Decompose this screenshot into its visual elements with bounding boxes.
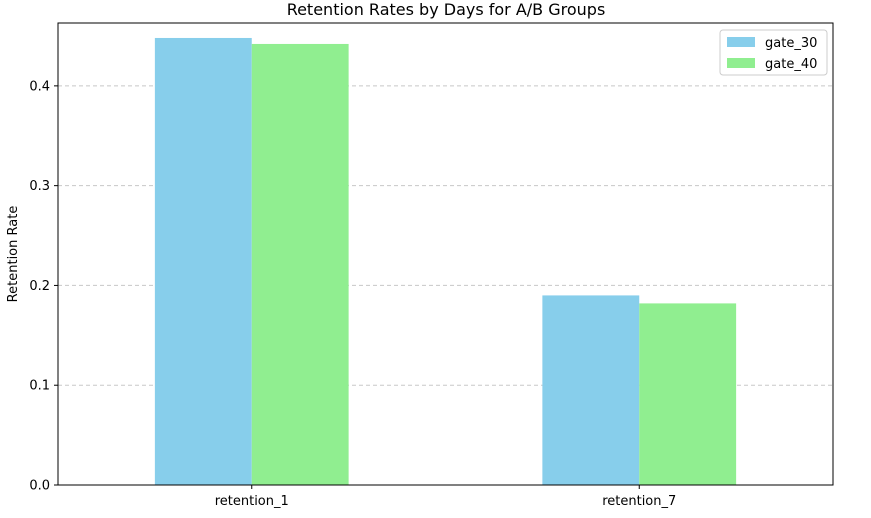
legend-swatch-gate_30 <box>727 37 755 47</box>
y-tick-label: 0.2 <box>29 279 50 294</box>
bar-gate_30-retention_1 <box>154 37 252 486</box>
legend-swatch-gate_40 <box>727 58 755 68</box>
bars <box>154 37 737 486</box>
bar-gate_40-retention_1 <box>251 43 349 485</box>
y-tick-label: 0.0 <box>29 479 50 494</box>
legend: gate_30 gate_40 <box>719 29 828 76</box>
axes: 0.0 0.1 0.2 0.3 0.4 retention_1 retention_7 <box>29 22 834 509</box>
bar-gate_30-retention_7 <box>542 295 640 485</box>
y-tick-label: 0.1 <box>29 379 50 394</box>
legend-label-gate_30: gate_30 <box>765 36 817 51</box>
x-tick-label: retention_7 <box>602 494 676 509</box>
legend-label-gate_40: gate_40 <box>765 57 817 72</box>
y-tick-label: 0.3 <box>29 179 50 194</box>
y-axis-label: Retention Rate <box>6 206 21 303</box>
x-tick-label: retention_1 <box>215 494 289 509</box>
bar-gate_40-retention_7 <box>639 303 737 485</box>
plot-frame <box>57 22 834 486</box>
chart-title: Retention Rates by Days for A/B Groups <box>287 0 606 19</box>
y-tick-label: 0.4 <box>29 79 50 94</box>
